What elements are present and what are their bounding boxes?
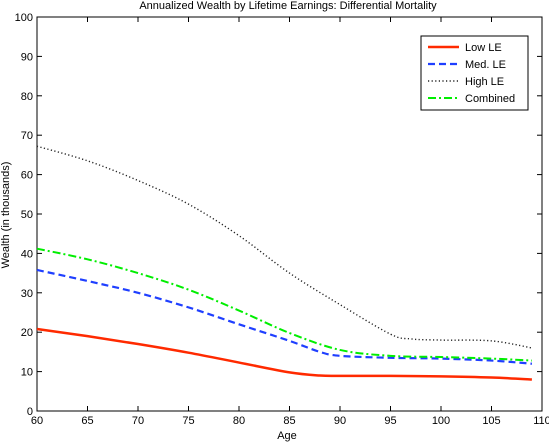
x-tick-label: 90 xyxy=(334,415,346,427)
x-tick-label: 95 xyxy=(384,415,396,427)
series-lines xyxy=(36,145,533,381)
y-tick-label: 100 xyxy=(15,12,33,24)
x-tick-label: 100 xyxy=(432,415,450,427)
y-axis-label: Wealth (in thousands) xyxy=(0,162,12,269)
y-tick-label: 0 xyxy=(27,406,33,418)
series-line xyxy=(36,327,532,381)
x-tick-label: 65 xyxy=(81,415,93,427)
x-tick-label: 110 xyxy=(533,415,549,427)
series-line xyxy=(36,268,532,365)
series-line xyxy=(36,247,532,362)
y-tick-label: 30 xyxy=(21,288,33,300)
chart-title: Annualized Wealth by Lifetime Earnings: … xyxy=(139,0,437,12)
legend-label: Med. LE xyxy=(465,59,506,71)
x-tick-label: 80 xyxy=(233,415,245,427)
legend-box xyxy=(420,35,529,111)
x-tick-label: 75 xyxy=(182,415,194,427)
legend-label: Low LE xyxy=(465,42,502,54)
x-tick-label: 105 xyxy=(482,415,500,427)
legend: Low LE Med. LE High LE Combined xyxy=(420,35,529,111)
y-tick-label: 80 xyxy=(21,91,33,103)
y-tick-label: 40 xyxy=(21,248,33,260)
y-tick-label: 60 xyxy=(21,170,33,182)
y-tick-label: 90 xyxy=(21,51,33,63)
x-tick-label: 70 xyxy=(132,415,144,427)
axis-ticks: 60 65 70 75 80 85 90 95 100 105 110 0 10 20 30 40 50 60 70… xyxy=(15,12,549,427)
series-line xyxy=(36,145,533,349)
y-tick-label: 10 xyxy=(21,367,33,379)
y-tick-label: 20 xyxy=(21,327,33,339)
y-tick-label: 50 xyxy=(21,209,33,221)
legend-label: High LE xyxy=(465,76,504,88)
y-tick-label: 70 xyxy=(21,130,33,142)
legend-label: Combined xyxy=(465,93,515,105)
x-axis-label: Age xyxy=(277,430,297,442)
x-tick-label: 60 xyxy=(31,415,43,427)
x-tick-label: 85 xyxy=(283,415,295,427)
